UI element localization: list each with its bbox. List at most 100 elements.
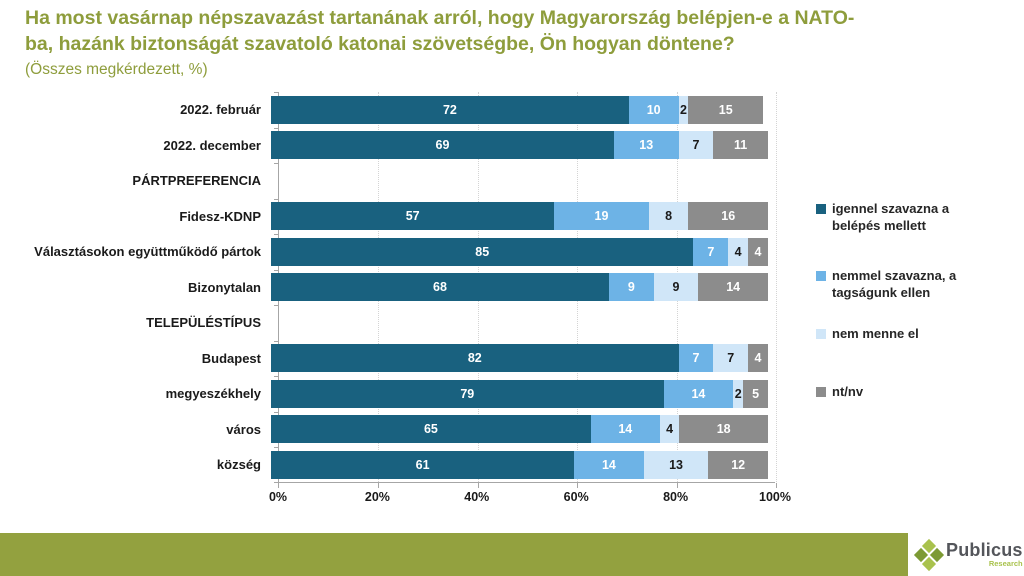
legend-label: nt/nv: [832, 384, 864, 399]
x-axis-tick: [378, 483, 380, 488]
bar-segment: 11: [713, 131, 768, 160]
stacked-bar: 79 14 2 5: [271, 379, 768, 408]
category-label: Bizonytalan: [188, 279, 261, 295]
segment-value: 14: [618, 422, 633, 437]
y-axis-tick: [274, 447, 279, 448]
y-axis-tick: [274, 234, 279, 235]
bar-segment: 7: [678, 344, 714, 373]
segment-value: 7: [707, 244, 715, 259]
slide-title-line2: ba, hazánk biztonságát szavatoló katonai…: [25, 33, 735, 55]
bar-segment: 5: [743, 379, 768, 408]
publicus-diamonds-icon: [913, 538, 945, 572]
slide-subtitle: (Összes megkérdezett, %): [25, 61, 208, 78]
segment-value: 8: [665, 209, 673, 224]
stacked-bar: 65 14 4 18: [271, 415, 768, 444]
category-label: város: [226, 421, 261, 437]
segment-value: 14: [726, 280, 741, 295]
segment-value: 69: [435, 138, 450, 153]
category-label: 2022. február: [180, 102, 261, 118]
segment-value: 85: [475, 244, 490, 259]
bar-segment: 61: [271, 450, 575, 479]
bar-segment: 9: [653, 273, 699, 302]
y-axis-tick: [274, 163, 279, 164]
footer-accent-bar: [0, 533, 908, 576]
data-row: 2022. február 72 10 2 15: [0, 92, 790, 128]
x-axis-label: 80%: [663, 490, 689, 504]
bar-segment: 8: [648, 202, 689, 231]
bar-segment: 57: [271, 202, 555, 231]
segment-value: 82: [467, 351, 482, 366]
x-axis-label: 20%: [364, 490, 390, 504]
data-row: megyeszékhely 79 14 2 5: [0, 376, 790, 412]
y-axis-tick: [274, 198, 279, 200]
legend-label: nemmel szavazna, a tagságunk ellen: [832, 268, 957, 300]
segment-value: 12: [731, 457, 746, 472]
logo-sub-text: Research: [988, 559, 1023, 568]
y-axis-tick: [274, 376, 279, 377]
stacked-bar: 69 13 7 11: [271, 131, 768, 160]
x-axis-tick: [577, 483, 579, 488]
y-axis-tick: [274, 305, 279, 306]
category-label: község: [216, 457, 261, 473]
stacked-bar: [271, 167, 768, 195]
segment-value: 68: [433, 280, 447, 295]
legend-swatch: [816, 387, 826, 397]
legend-item: nt/nv: [816, 383, 863, 400]
bar-segment: 13: [613, 131, 679, 160]
stacked-bar: 68 9 9 14: [271, 273, 768, 302]
legend-item: igennel szavazna a belépés mellett: [816, 200, 949, 234]
section-row: TELEPÜLÉSTÍPUS: [0, 305, 790, 341]
legend-swatch: [816, 204, 826, 214]
segment-value: 57: [405, 209, 420, 224]
x-axis-label: 40%: [464, 490, 490, 504]
data-row: város 65 14 4 18: [0, 412, 790, 448]
segment-value: 2: [680, 102, 687, 117]
segment-value: 14: [601, 457, 616, 472]
data-row: község 61 14 13 12: [0, 447, 790, 483]
chart-rows: 2022. február 72 10 2 15 2022. december 69 13 7 1…: [0, 92, 790, 483]
slide-title-line1: Ha most vasárnap népszavazást tartanának…: [25, 7, 855, 29]
section-row: PÁRTPREFERENCIA: [0, 163, 790, 199]
bar-segment: 7: [678, 131, 714, 160]
legend-item: nemmel szavazna, a tagságunk ellen: [816, 267, 956, 301]
segment-value: 16: [721, 209, 736, 224]
segment-value: 79: [460, 386, 475, 401]
stacked-bar: 72 10 2 15: [271, 95, 768, 124]
x-axis-label: 100%: [759, 490, 791, 504]
stacked-bar: 61 14 13 12: [271, 450, 768, 479]
bar-segment: 4: [728, 237, 749, 266]
segment-value: 10: [646, 102, 661, 117]
data-row: 2022. december 69 13 7 11: [0, 128, 790, 164]
bar-segment: 15: [688, 95, 763, 124]
bar-segment: 13: [643, 450, 709, 479]
legend-swatch: [816, 329, 826, 339]
legend-label: nem menne el: [832, 326, 919, 341]
y-axis-tick: [274, 269, 279, 271]
x-axis-label: 0%: [268, 490, 288, 504]
bar-segment: 4: [748, 237, 768, 266]
x-axis-tick: [676, 483, 678, 488]
x-axis-tick: [278, 483, 279, 488]
data-row: Bizonytalan 68 9 9 14: [0, 270, 790, 306]
bar-segment: 7: [713, 344, 749, 373]
gridline: [776, 92, 777, 482]
bar-segment: 85: [271, 237, 694, 266]
bar-segment: 12: [708, 450, 768, 479]
logo-brand-text: Publicus: [946, 540, 1023, 560]
segment-value: 18: [716, 422, 731, 437]
bar-segment: 14: [574, 450, 644, 479]
segment-value: 19: [594, 209, 609, 224]
segment-value: 4: [734, 244, 742, 259]
bar-segment: 4: [659, 415, 680, 444]
category-label: megyeszékhely: [165, 386, 261, 402]
segment-value: 4: [754, 351, 762, 366]
segment-value: 7: [727, 351, 735, 366]
bar-segment: 65: [271, 415, 591, 444]
segment-value: 65: [423, 422, 438, 437]
segment-value: 9: [627, 280, 635, 295]
data-row: Fidesz-KDNP 57 19 8 16: [0, 199, 790, 235]
title-block: Ha most vasárnap népszavazást tartanának…: [25, 5, 1010, 81]
stacked-bar: 85 7 4 4: [271, 237, 768, 266]
legend-item: nem menne el: [816, 325, 919, 342]
y-axis-tick: [274, 92, 279, 93]
